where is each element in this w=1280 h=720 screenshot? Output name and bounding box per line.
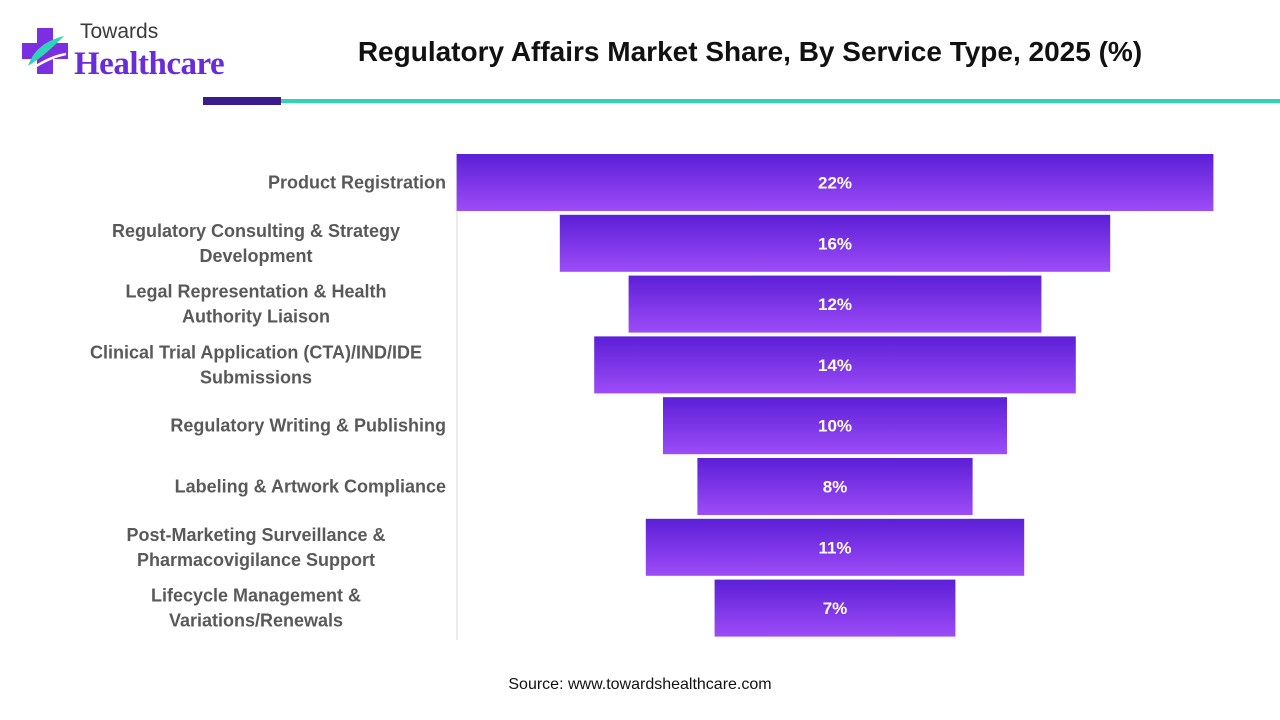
category-label-line: Post-Marketing Surveillance & [126, 525, 385, 545]
value-label-1: 22% [818, 174, 852, 193]
value-label-2: 16% [818, 234, 852, 253]
brand-logo: Towards Healthcare [20, 18, 260, 88]
value-label-8: 7% [823, 599, 848, 618]
category-label-7: Post-Marketing Surveillance & Pharmacovig… [126, 525, 385, 570]
logo-text-healthcare: Healthcare [74, 46, 225, 82]
bar-4 [594, 336, 1076, 394]
bar-6 [697, 458, 973, 515]
category-label-1: Product Registration [268, 173, 446, 193]
source-note: Source: www.towardshealthcare.com [508, 676, 772, 693]
category-label-line: Variations/Renewals [169, 611, 343, 631]
bar-1 [456, 154, 1214, 211]
category-label-4: Clinical Trial Application (CTA)/IND/IDE… [90, 342, 422, 387]
category-label-line: Lifecycle Management & [151, 586, 361, 606]
bar-5 [663, 397, 1007, 455]
value-labels-group: 22% 16% 12% 14% 10% 8% 11% 7% [818, 174, 852, 619]
category-label-line: Regulatory Writing & Publishing [170, 416, 446, 436]
bar-2 [559, 214, 1111, 272]
category-label-2: Regulatory Consulting & Strategy Developm… [112, 221, 400, 266]
category-label-line: Legal Representation & Health [125, 282, 386, 302]
category-label-8: Lifecycle Management & Variations/Renewal… [151, 586, 361, 631]
chart-title: Regulatory Affairs Market Share, By Serv… [357, 36, 1143, 67]
category-label-6: Labeling & Artwork Compliance [175, 477, 446, 497]
category-label-3: Legal Representation & Health Authority L… [125, 282, 386, 327]
value-label-6: 8% [823, 478, 848, 497]
value-label-7: 11% [818, 538, 851, 557]
bar-7 [645, 518, 1025, 576]
category-label-line: Regulatory Consulting & Strategy [112, 221, 400, 241]
value-label-5: 10% [818, 417, 852, 436]
bar-3 [628, 275, 1042, 333]
logo-text-towards: Towards [80, 20, 159, 43]
bars-group [456, 154, 1214, 637]
category-label-line: Product Registration [268, 173, 446, 193]
header-rule-dark [203, 97, 281, 105]
medical-cross-icon [22, 28, 68, 74]
value-label-3: 12% [818, 295, 852, 314]
category-label-line: Development [199, 246, 312, 266]
category-labels-group: Product Registration Regulatory Consultin… [90, 173, 446, 631]
header-rule-teal [281, 99, 1280, 103]
category-label-line: Labeling & Artwork Compliance [175, 477, 446, 497]
category-label-line: Clinical Trial Application (CTA)/IND/IDE [90, 342, 422, 362]
bar-8 [714, 579, 956, 637]
category-label-line: Submissions [200, 367, 312, 387]
value-label-4: 14% [818, 356, 852, 375]
category-label-line: Pharmacovigilance Support [137, 550, 375, 570]
category-label-line: Authority Liaison [182, 307, 330, 327]
category-label-5: Regulatory Writing & Publishing [170, 416, 446, 436]
